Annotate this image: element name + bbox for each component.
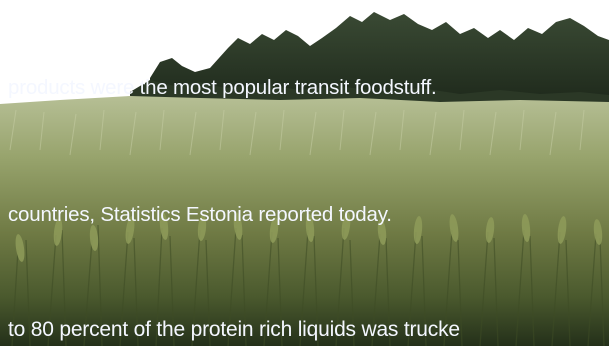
caption-line-2: countries, Statistics Estonia reported t… [8, 203, 392, 226]
caption-line-1: products were the most popular transit f… [8, 76, 437, 99]
field-texture [9, 109, 585, 156]
caption-line-3: to 80 percent of the protein rich liquid… [8, 318, 460, 341]
tree-line [150, 12, 609, 100]
barley-stalks [11, 224, 605, 346]
barley-ears [15, 212, 603, 262]
field [0, 96, 609, 346]
